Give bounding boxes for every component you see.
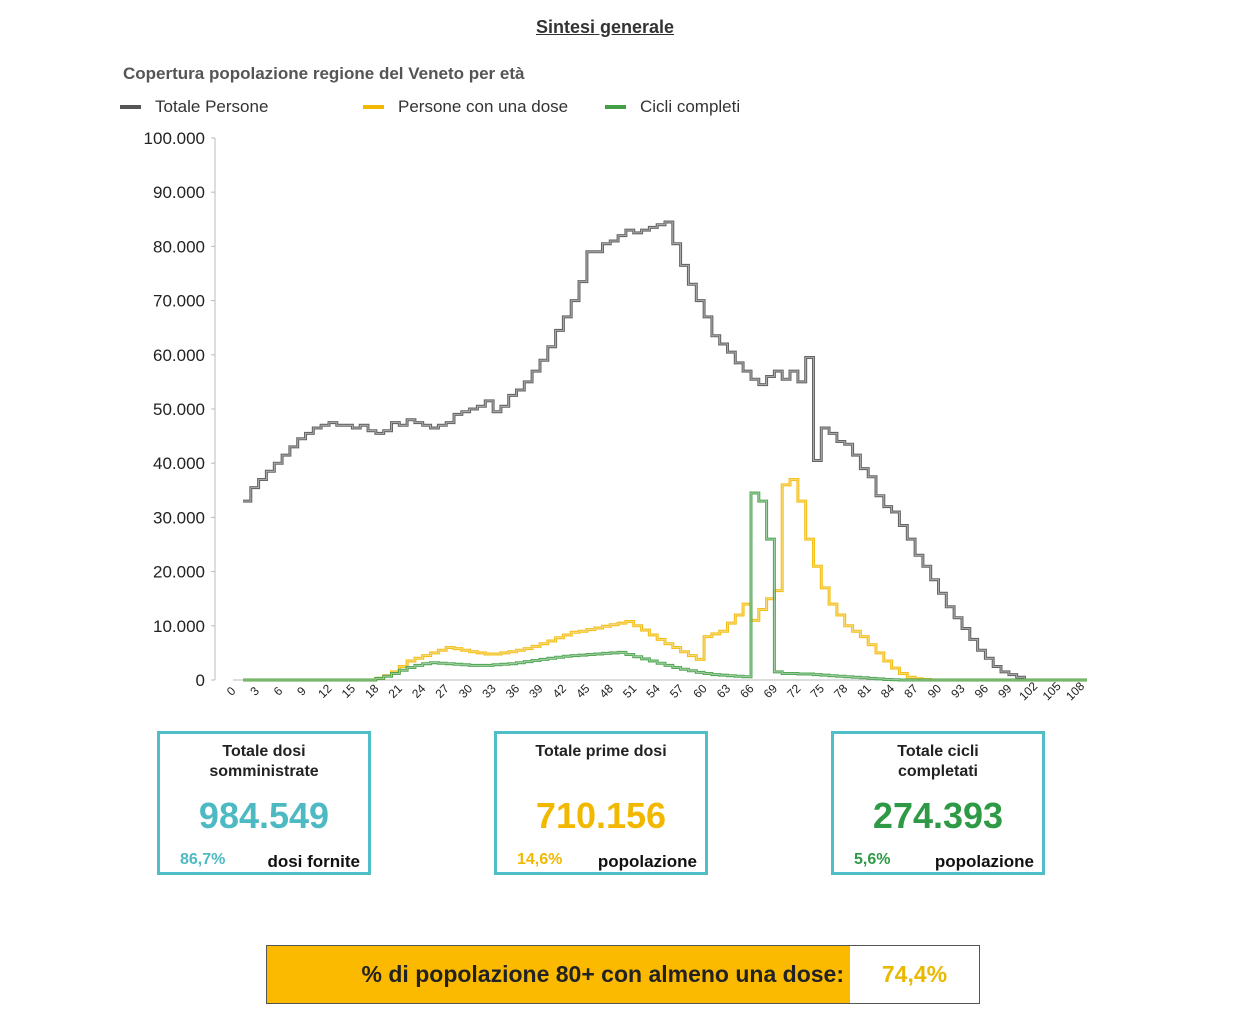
card-label: Totale prime dosi: [535, 743, 667, 760]
x-tick-label: 27: [432, 681, 452, 701]
legend-label-totale: Totale Persone: [155, 97, 269, 116]
x-tick-label: 69: [761, 681, 781, 701]
x-tick-label: 96: [972, 681, 992, 701]
card-percent: 5,6%: [854, 851, 891, 868]
x-tick-label: 87: [901, 681, 921, 701]
x-tick-label: 93: [948, 681, 968, 701]
series-line-highlight-cicli-completi: [243, 492, 1087, 681]
y-tick-label: 80.000: [153, 237, 205, 256]
x-tick-label: 99: [995, 681, 1015, 701]
series-line-highlight-una-dose: [243, 479, 1087, 681]
summary-label: % di popolazione 80+ con almeno una dose…: [267, 946, 850, 1003]
card-totale-dosi: Totale dosi somministrate 984.549 86,7% …: [157, 731, 371, 875]
x-tick-label: 105: [1040, 679, 1064, 703]
card-value: 710.156: [535, 795, 667, 836]
x-tick-label: 24: [409, 681, 429, 701]
x-tick-label: 75: [808, 681, 828, 701]
x-tick-label: 3: [247, 684, 262, 699]
x-tick-label: 36: [503, 681, 523, 701]
y-tick-label: 0: [196, 671, 205, 690]
y-tick-label: 100.000: [144, 129, 205, 148]
card-sub: dosi fornite: [267, 852, 360, 871]
x-tick-label: 45: [573, 681, 593, 701]
x-tick-label: 78: [831, 681, 851, 701]
y-tick-label: 40.000: [153, 454, 205, 473]
card-cicli-completati: Totale cicli completati 274.393 5,6% pop…: [831, 731, 1045, 875]
x-tick-label: 108: [1063, 679, 1087, 703]
coverage-chart: 0 10.000 20.000 30.000 40.000 50.000 60.000 70.…: [144, 129, 1088, 703]
x-tick-label: 66: [737, 681, 757, 701]
card-label: Totale cicli completati: [897, 743, 979, 780]
x-tick-label: 81: [854, 681, 874, 701]
x-tick-label: 12: [315, 681, 335, 701]
x-tick-label: 30: [456, 681, 476, 701]
page-title: Sintesi generale: [535, 17, 675, 37]
x-tick-label: 42: [550, 681, 570, 701]
series-line-cicli-completi: [243, 491, 1087, 682]
y-tick-label: 60.000: [153, 346, 205, 365]
x-tick-label: 15: [339, 681, 359, 701]
x-tick-label: 51: [620, 681, 640, 701]
x-tick-label: 57: [667, 681, 687, 701]
x-tick-label: 60: [690, 681, 710, 701]
y-tick-label: 20.000: [153, 563, 205, 582]
legend-label-cicli: Cicli completi: [640, 97, 741, 116]
card-percent: 14,6%: [517, 851, 563, 868]
card-percent: 86,7%: [180, 851, 226, 868]
series-line-totale-persone: [243, 220, 1087, 682]
legend-item-una-dose: Persone con una dose: [363, 97, 568, 117]
card-label: Totale dosi somministrate: [209, 743, 319, 780]
y-tick-label: 30.000: [153, 508, 205, 527]
summary-bar-80plus: % di popolazione 80+ con almeno una dose…: [266, 945, 980, 1004]
legend-label-una-dose: Persone con una dose: [398, 97, 569, 116]
card-sub: popolazione: [597, 852, 697, 871]
x-tick-label: 63: [714, 681, 734, 701]
legend-swatch-totale: [120, 105, 141, 109]
x-tick-label: 90: [925, 681, 945, 701]
series-line-highlight-totale-persone: [243, 221, 1087, 681]
y-tick-label: 50.000: [153, 400, 205, 419]
card-prime-dosi: Totale prime dosi 710.156 14,6% popolazi…: [494, 731, 708, 875]
x-tick-label: 72: [784, 681, 804, 701]
card-value: 274.393: [872, 795, 1004, 836]
legend-item-cicli: Cicli completi: [605, 97, 740, 117]
y-tick-label: 90.000: [153, 183, 205, 202]
x-tick-label: 54: [643, 681, 663, 701]
legend-swatch-cicli: [605, 105, 626, 109]
x-tick-label: 48: [597, 681, 617, 701]
x-tick-label: 0: [224, 684, 239, 699]
x-tick-label: 33: [479, 681, 499, 701]
card-sub: popolazione: [934, 852, 1034, 871]
x-tick-label: 6: [271, 684, 286, 699]
x-tick-label: 102: [1016, 679, 1040, 703]
summary-value: 74,4%: [881, 961, 948, 987]
legend-swatch-una-dose: [363, 105, 384, 109]
x-tick-label: 18: [362, 681, 382, 701]
card-value: 984.549: [198, 795, 330, 836]
chart-title: Copertura popolazione regione del Veneto…: [123, 64, 525, 83]
x-tick-label: 9: [294, 684, 309, 699]
y-tick-label: 10.000: [153, 617, 205, 636]
x-tick-label: 21: [386, 681, 406, 701]
legend-item-totale-persone: Totale Persone: [120, 97, 268, 117]
x-tick-label: 84: [878, 681, 898, 701]
x-tick-label: 39: [526, 681, 546, 701]
series-line-una-dose: [243, 478, 1087, 682]
y-tick-label: 70.000: [153, 292, 205, 311]
